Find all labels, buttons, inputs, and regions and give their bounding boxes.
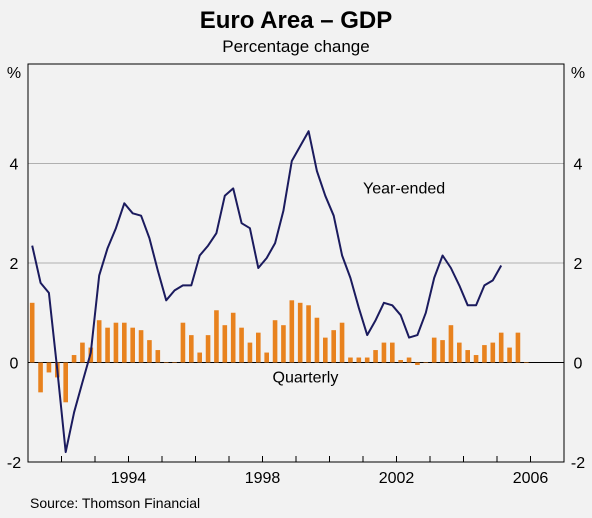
x-tick-label: 2006 bbox=[513, 470, 549, 487]
bar-1999Q1 bbox=[297, 302, 303, 363]
bar-1994Q1 bbox=[130, 327, 135, 363]
annotation-year-ended: Year-ended bbox=[363, 180, 445, 197]
bar-1994Q3 bbox=[147, 340, 152, 363]
y-axis-unit-right: % bbox=[571, 65, 585, 82]
bar-2000Q4 bbox=[356, 357, 362, 363]
bar-1998Q4 bbox=[289, 300, 295, 363]
bar-1994Q4 bbox=[155, 350, 161, 363]
bar-2001Q1 bbox=[364, 357, 370, 363]
bar-1994Q2 bbox=[138, 330, 144, 363]
annotations: Year-ended Quarterly bbox=[273, 180, 446, 386]
bar-2003Q4 bbox=[457, 342, 462, 363]
bar-1996Q4 bbox=[222, 325, 228, 363]
bar-1992Q2 bbox=[71, 355, 77, 363]
bar-1998Q2 bbox=[272, 320, 278, 363]
bar-2000Q3 bbox=[348, 357, 353, 363]
bar-2003Q1 bbox=[431, 337, 437, 363]
bar-2001Q2 bbox=[373, 350, 378, 363]
bar-2003Q3 bbox=[448, 325, 454, 363]
bar-2000Q2 bbox=[339, 322, 345, 363]
bar-2000Q1 bbox=[331, 330, 336, 363]
source-note: Source: Thomson Financial bbox=[30, 495, 200, 511]
bar-1992Q3 bbox=[80, 342, 85, 363]
year-ended-line-group bbox=[31, 130, 503, 454]
y-tick-label-left: 4 bbox=[10, 157, 19, 174]
bar-1995Q2 bbox=[172, 362, 177, 363]
annotation-quarterly: Quarterly bbox=[273, 369, 339, 386]
x-tick-label: 2002 bbox=[379, 470, 415, 487]
bar-1997Q1 bbox=[230, 312, 236, 363]
x-tick-label: 1994 bbox=[111, 470, 147, 487]
chart-subtitle: Percentage change bbox=[222, 37, 369, 56]
y-tick-label-left: -2 bbox=[7, 455, 21, 472]
bar-1991Q2 bbox=[38, 362, 43, 393]
y-tick-label-right: 2 bbox=[574, 256, 583, 273]
bar-2003Q2 bbox=[440, 340, 445, 363]
bar-1996Q1 bbox=[197, 352, 202, 363]
gridlines bbox=[28, 163, 564, 463]
bar-1995Q4 bbox=[189, 335, 194, 363]
bar-1995Q3 bbox=[180, 322, 186, 363]
bar-1993Q1 bbox=[96, 320, 102, 363]
bar-2004Q2 bbox=[473, 355, 479, 363]
bar-1999Q2 bbox=[306, 305, 311, 363]
bar-1998Q3 bbox=[281, 325, 286, 363]
bar-1996Q2 bbox=[205, 335, 211, 363]
y-tick-label-left: 2 bbox=[10, 256, 19, 273]
y-axis-unit-left: % bbox=[7, 65, 21, 82]
bar-2001Q3 bbox=[381, 342, 387, 363]
bar-1999Q4 bbox=[323, 337, 328, 363]
bar-1999Q3 bbox=[314, 317, 320, 363]
y-tick-label-right: -2 bbox=[571, 455, 585, 472]
bar-1997Q3 bbox=[247, 342, 253, 363]
x-tick-label: 1998 bbox=[245, 470, 281, 487]
bar-2002Q1 bbox=[398, 360, 403, 363]
bar-1998Q1 bbox=[264, 352, 269, 363]
quarterly-bars bbox=[29, 300, 529, 403]
bar-1993Q3 bbox=[113, 322, 119, 363]
y-tick-label-left: 0 bbox=[10, 356, 19, 373]
bar-2005Q4 bbox=[524, 362, 529, 363]
bar-2004Q1 bbox=[465, 350, 470, 363]
bar-2005Q3 bbox=[515, 332, 521, 363]
y-tick-label-right: 4 bbox=[574, 157, 583, 174]
bar-1995Q1 bbox=[163, 362, 169, 363]
bar-2002Q2 bbox=[406, 357, 412, 363]
bar-2005Q2 bbox=[507, 347, 512, 363]
bar-2001Q4 bbox=[390, 342, 395, 363]
bar-1997Q2 bbox=[239, 327, 244, 363]
bar-1996Q3 bbox=[214, 310, 219, 363]
chart-title: Euro Area – GDP bbox=[200, 7, 393, 34]
y-tick-labels: -2 -2 0 0 2 2 4 4 bbox=[7, 157, 585, 473]
bar-2004Q4 bbox=[490, 342, 496, 363]
plot-frame bbox=[27, 63, 565, 463]
bar-1991Q1 bbox=[29, 302, 35, 363]
bar-1993Q2 bbox=[105, 327, 110, 363]
bar-2004Q3 bbox=[482, 345, 487, 363]
bar-2005Q1 bbox=[498, 332, 504, 363]
bar-1991Q3 bbox=[46, 362, 52, 373]
bar-1997Q4 bbox=[256, 332, 261, 363]
bar-2002Q3 bbox=[415, 362, 420, 365]
x-tick-labels: 1994 1998 2002 2006 bbox=[111, 470, 549, 487]
bar-1993Q4 bbox=[122, 322, 127, 363]
bar-2002Q4 bbox=[423, 362, 429, 363]
year-ended-line bbox=[31, 130, 503, 454]
y-tick-label-right: 0 bbox=[574, 356, 583, 373]
bar-1992Q1 bbox=[63, 362, 68, 403]
